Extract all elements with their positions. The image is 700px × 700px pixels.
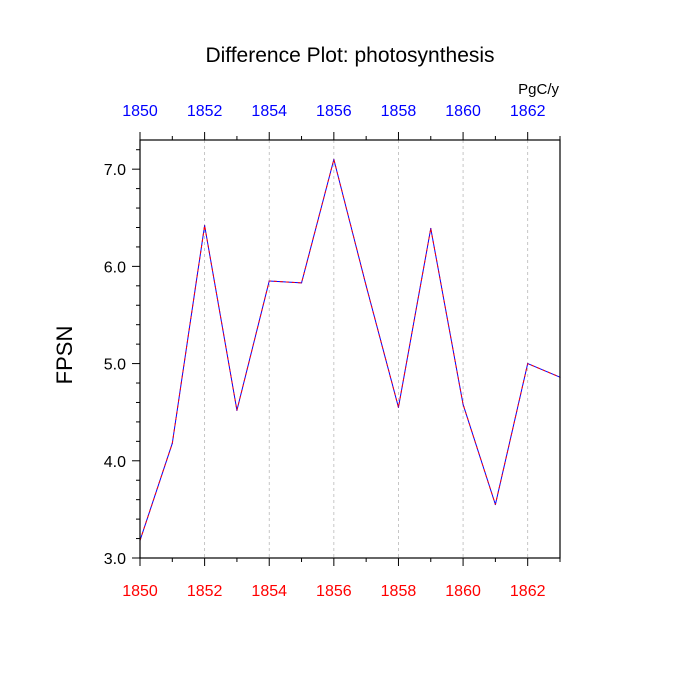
x-tick-label-top: 1862 [510,103,546,120]
data-point [397,406,400,408]
x-tick-label-top: 1856 [316,103,352,120]
x-tick-label-bottom: 1852 [187,583,223,600]
x-tick-label-top: 1860 [445,103,481,120]
data-point [527,362,529,365]
x-tick-label-bottom: 1860 [445,583,481,600]
units-label: PgC/y [518,81,559,98]
data-point [300,282,303,284]
x-tick-label-bottom: 1862 [510,583,546,600]
data-point [494,503,496,506]
y-tick-label: 3.0 [104,551,126,568]
tick-labels-layer: 1850 1850 1852 1852 1854 1854 1856 1856 1858 1858… [104,103,546,600]
chart-title: Difference Plot: photosynthesis [205,44,494,67]
y-tick-label: 5.0 [104,357,126,374]
y-tick-label: 4.0 [104,454,126,471]
x-tick-label-bottom: 1854 [251,583,287,600]
ticks-layer [132,132,561,566]
x-tick-label-bottom: 1856 [316,583,352,600]
y-tick-label: 6.0 [104,259,126,276]
data-point [236,409,238,411]
data-point [204,224,206,227]
data-point [462,403,464,406]
data-point [171,442,173,444]
y-tick-label: 7.0 [104,162,126,179]
x-tick-label-bottom: 1850 [122,583,158,600]
data-point [430,227,432,230]
data-point [333,158,335,161]
plot-frame [139,139,561,559]
grid-layer [204,140,529,558]
series-layer [139,158,561,542]
y-axis-label: FPSN [52,326,77,385]
x-tick-label-top: 1858 [381,103,417,120]
data-point [268,280,270,282]
x-tick-label-top: 1850 [122,103,158,120]
x-tick-label-top: 1852 [187,103,223,120]
data-point [365,285,367,287]
x-tick-label-top: 1854 [251,103,287,120]
series-line-dashed [139,158,561,541]
x-tick-label-bottom: 1858 [381,583,417,600]
